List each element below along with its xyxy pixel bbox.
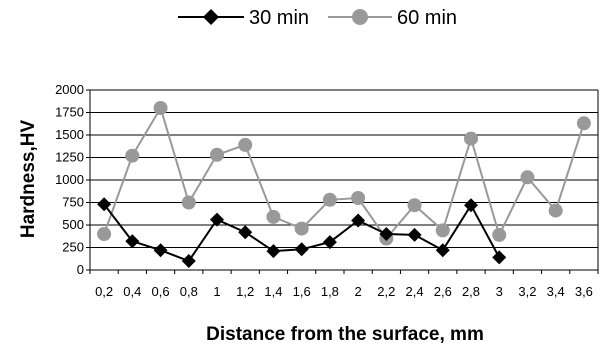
point-60-min-17 [576,116,591,131]
point-60-min-13 [464,131,478,146]
legend-item-60-min: 60 min [328,7,457,29]
legend-marker-60-min [352,9,368,25]
point-60-min-8 [322,192,337,207]
point-60-min-16 [548,203,563,218]
legend-label-30-min: 30 min [249,7,309,29]
x-tick-label-7: 1,6 [293,284,311,299]
point-60-min-1 [125,148,140,163]
point-60-min-3 [181,195,196,210]
point-30-min-0 [97,197,112,212]
y-tick-label-3: 750 [62,195,84,210]
x-tick-label-5: 1,2 [236,284,254,299]
legend-label-60-min: 60 min [397,7,457,29]
point-30-min-10 [379,227,394,241]
x-tick-label-4: 1 [213,284,220,299]
point-30-min-8 [322,235,337,250]
point-30-min-11 [407,227,422,242]
x-tick-label-17: 3,6 [575,284,593,299]
y-tick-label-2: 500 [62,217,84,232]
point-60-min-0 [97,227,112,241]
point-60-min-9 [351,191,366,205]
x-tick-label-14: 3 [496,284,503,299]
point-30-min-3 [181,254,196,268]
x-tick-label-9: 2 [354,284,361,299]
x-tick-label-12: 2,6 [434,284,452,299]
x-tick-label-2: 0,6 [152,284,170,299]
y-tick-label-0: 0 [77,262,84,277]
x-tick-label-3: 0,8 [180,284,198,299]
x-tick-label-1: 0,4 [123,284,141,299]
point-60-min-6 [266,209,281,224]
point-30-min-12 [435,243,450,258]
x-tick-label-11: 2,4 [406,284,424,299]
x-tick-label-8: 1,8 [321,284,339,299]
x-tick-label-0: 0,2 [95,284,113,299]
legend: 30 min 60 min [178,7,457,29]
legend-marker-30-min [203,9,219,25]
y-tick-label-1: 250 [62,240,84,255]
x-tick-label-16: 3,4 [547,284,565,299]
point-60-min-14 [492,227,507,242]
y-axis-title: Hardness,HV [18,120,39,239]
x-tick-label-13: 2,8 [462,284,480,299]
point-30-min-5 [238,225,253,240]
series-line-60-min [103,105,585,241]
point-30-min-6 [266,244,281,259]
point-30-min-9 [351,213,366,228]
point-60-min-15 [520,170,535,185]
y-tick-label-6: 1500 [55,127,84,142]
point-30-min-2 [153,243,168,258]
y-tick-label-5: 1250 [55,150,84,165]
y-tick-label-7: 1750 [55,105,84,120]
y-tick-label-4: 1000 [55,172,84,187]
legend-item-30-min: 30 min [178,7,309,29]
point-60-min-5 [238,137,253,152]
point-30-min-13 [464,198,478,213]
point-60-min-4 [210,147,224,162]
point-60-min-12 [435,223,450,238]
y-tick-label-8: 2000 [55,82,84,97]
point-30-min-1 [125,234,140,249]
point-60-min-11 [407,198,422,213]
plot-area: 0 250 500 750 1000 1250 1500 1750 2000 0,2 0,4 0,6 0… [55,82,599,299]
x-tick-label-10: 2,2 [377,284,395,299]
point-60-min-2 [153,101,168,115]
x-tick-label-15: 3,2 [518,284,536,299]
point-30-min-7 [294,242,309,257]
x-axis-title: Distance from the surface, mm [206,324,484,345]
point-30-min-14 [492,250,507,265]
x-tick-label-6: 1,4 [264,284,282,299]
point-60-min-7 [294,221,309,236]
point-30-min-4 [210,212,224,227]
